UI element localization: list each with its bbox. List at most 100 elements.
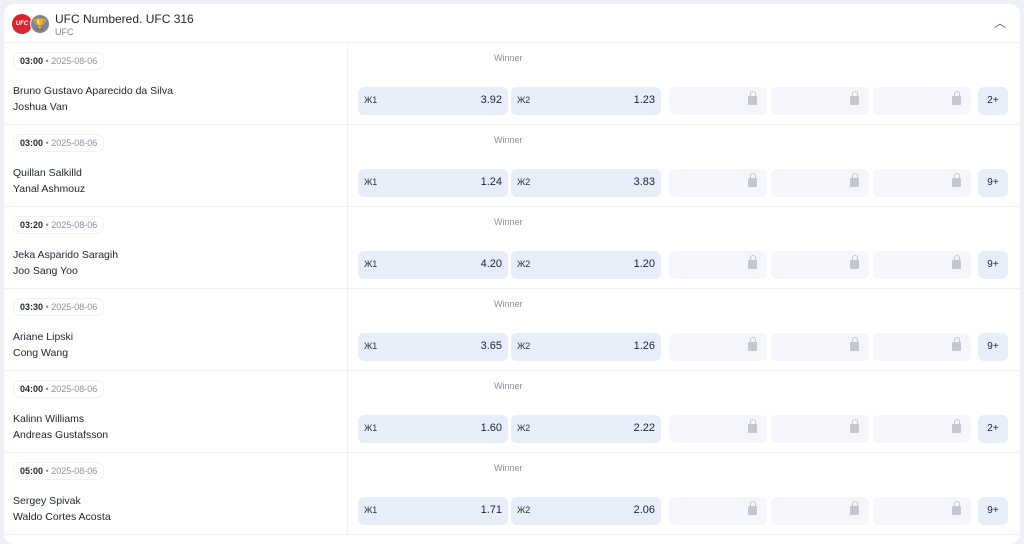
more-markets-button[interactable]: 2+ — [978, 415, 1008, 443]
lock-icon — [748, 501, 757, 515]
more-markets-button[interactable]: 9+ — [978, 169, 1008, 197]
fighter-1: Quillan Salkilld — [13, 167, 82, 179]
odds-button-2[interactable]: Ж2 2.06 — [511, 497, 661, 525]
event-row: 04:00 • 2025-08-06 Kalinn Williams Andre… — [4, 371, 1020, 453]
more-markets-button[interactable]: 9+ — [978, 251, 1008, 279]
more-markets-button[interactable]: 9+ — [978, 333, 1008, 361]
odds-label: Ж2 — [517, 177, 531, 187]
odds-button-2[interactable]: Ж2 1.26 — [511, 333, 661, 361]
event-time: 04:00 • 2025-08-06 — [14, 381, 104, 397]
odds-label: Ж1 — [364, 259, 378, 269]
lock-icon — [952, 91, 961, 105]
event-row: 03:20 • 2025-08-06 Jeka Asparido Saragih… — [4, 207, 1020, 289]
event-info[interactable]: 03:30 • 2025-08-06 Ariane Lipski Cong Wa… — [4, 289, 348, 371]
odds-button-2[interactable]: Ж2 1.23 — [511, 87, 661, 115]
time: 03:00 — [20, 56, 44, 66]
locked-odds — [771, 251, 869, 279]
fighter-2: Yanal Ashmouz — [13, 183, 86, 195]
odds-button-1[interactable]: Ж1 3.65 — [358, 333, 508, 361]
locked-odds — [873, 87, 971, 115]
event-row: 03:00 • 2025-08-06 Quillan Salkilld Yana… — [4, 125, 1020, 207]
time: 03:00 — [20, 138, 44, 148]
odds-button-1[interactable]: Ж1 4.20 — [358, 251, 508, 279]
fighter-1: Sergey Spivak — [13, 495, 81, 507]
date: 2025-08-06 — [51, 302, 98, 312]
fighter-2: Andreas Gustafsson — [13, 429, 109, 441]
lock-icon — [748, 91, 757, 105]
odds-label: Ж2 — [517, 505, 531, 515]
chevron-up-icon[interactable]: ︿ — [993, 16, 1006, 30]
lock-icon — [748, 419, 757, 433]
trophy-icon: 🏆 — [30, 14, 50, 34]
odds-value: 1.23 — [633, 94, 655, 106]
lock-icon — [850, 337, 859, 351]
odds-button-1[interactable]: Ж1 1.71 — [358, 497, 508, 525]
locked-odds — [873, 415, 971, 443]
odds-value: 1.24 — [480, 176, 502, 188]
odds-value: 1.71 — [480, 504, 502, 516]
lock-icon — [748, 337, 757, 351]
odds-button-2[interactable]: Ж2 3.83 — [511, 169, 661, 197]
lock-icon — [850, 255, 859, 269]
locked-odds — [771, 497, 869, 525]
date: 2025-08-06 — [51, 138, 98, 148]
fighter-1: Kalinn Williams — [13, 413, 85, 425]
locked-odds — [771, 87, 869, 115]
market-label: Winner — [494, 299, 523, 309]
odds-label: Ж1 — [364, 95, 378, 105]
odds-button-1[interactable]: Ж1 1.60 — [358, 415, 508, 443]
odds-label: Ж2 — [517, 95, 531, 105]
locked-odds — [669, 251, 767, 279]
fighter-1: Bruno Gustavo Aparecido da Silva — [13, 85, 173, 97]
odds-button-1[interactable]: Ж1 3.92 — [358, 87, 508, 115]
more-markets-button[interactable]: 9+ — [978, 497, 1008, 525]
odds-value: 2.06 — [633, 504, 655, 516]
odds-button-2[interactable]: Ж2 1.20 — [511, 251, 661, 279]
odds-value: 1.20 — [633, 258, 655, 270]
odds-label: Ж1 — [364, 505, 378, 515]
odds-label: Ж2 — [517, 423, 531, 433]
time: 03:20 — [20, 220, 44, 230]
locked-odds — [669, 415, 767, 443]
lock-icon — [748, 255, 757, 269]
date: 2025-08-06 — [51, 220, 98, 230]
odds-label: Ж1 — [364, 177, 378, 187]
event-info[interactable]: 03:20 • 2025-08-06 Jeka Asparido Saragih… — [4, 207, 348, 289]
market-label: Winner — [494, 217, 523, 227]
odds-value: 1.60 — [480, 422, 502, 434]
league-header[interactable]: UFC 🏆 UFC Numbered. UFC 316 UFC ︿ — [4, 4, 1020, 43]
time: 05:00 — [20, 466, 44, 476]
fighter-2: Cong Wang — [13, 347, 69, 359]
event-time: 03:20 • 2025-08-06 — [14, 217, 104, 233]
odds-value: 3.65 — [480, 340, 502, 352]
lock-icon — [850, 419, 859, 433]
odds-label: Ж2 — [517, 259, 531, 269]
market-label: Winner — [494, 53, 523, 63]
odds-button-2[interactable]: Ж2 2.22 — [511, 415, 661, 443]
event-row: 03:30 • 2025-08-06 Ariane Lipski Cong Wa… — [4, 289, 1020, 371]
locked-odds — [873, 169, 971, 197]
odds-label: Ж1 — [364, 423, 378, 433]
lock-icon — [952, 419, 961, 433]
locked-odds — [669, 87, 767, 115]
time: 04:00 — [20, 384, 44, 394]
event-info[interactable]: 04:00 • 2025-08-06 Kalinn Williams Andre… — [4, 371, 348, 453]
event-info[interactable]: 03:00 • 2025-08-06 Quillan Salkilld Yana… — [4, 125, 348, 207]
lock-icon — [952, 173, 961, 187]
odds-button-1[interactable]: Ж1 1.24 — [358, 169, 508, 197]
event-info[interactable]: 05:00 • 2025-08-06 Sergey Spivak Waldo C… — [4, 453, 348, 535]
locked-odds — [669, 497, 767, 525]
market-label: Winner — [494, 135, 523, 145]
more-markets-button[interactable]: 2+ — [978, 87, 1008, 115]
event-time: 05:00 • 2025-08-06 — [14, 463, 104, 479]
event-info[interactable]: 03:00 • 2025-08-06 Bruno Gustavo Apareci… — [4, 43, 348, 125]
lock-icon — [952, 255, 961, 269]
locked-odds — [669, 169, 767, 197]
odds-value: 1.26 — [633, 340, 655, 352]
event-time: 03:00 • 2025-08-06 — [14, 135, 104, 151]
locked-odds — [873, 497, 971, 525]
odds-value: 3.92 — [480, 94, 502, 106]
odds-label: Ж2 — [517, 341, 531, 351]
league-title: UFC Numbered. UFC 316 — [55, 12, 194, 26]
event-row: 05:00 • 2025-08-06 Sergey Spivak Waldo C… — [4, 453, 1020, 535]
